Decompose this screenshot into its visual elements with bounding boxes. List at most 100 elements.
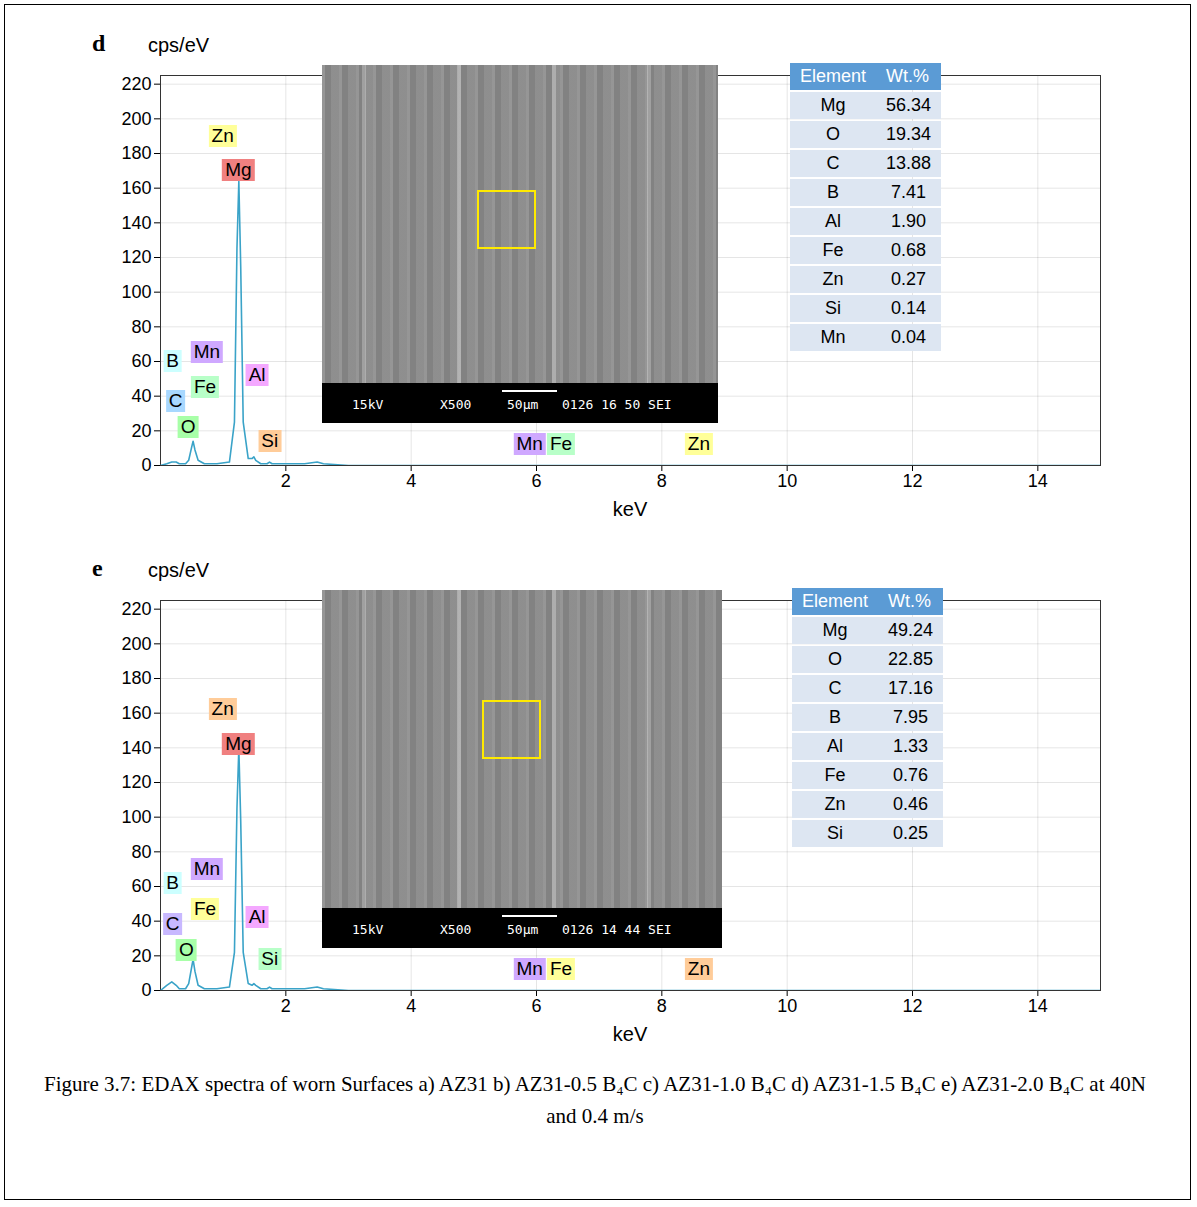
- svg-text:120: 120: [121, 772, 151, 792]
- html-text:Fe: Fe: [824, 765, 846, 785]
- svg-text:14: 14: [1028, 471, 1048, 491]
- html-text:Mn: Mn: [193, 857, 221, 879]
- html-text:Zn: Zn: [211, 124, 234, 146]
- html-text:Wt.%: Wt.%: [886, 66, 929, 86]
- html-text:Si: Si: [827, 823, 843, 843]
- html-text:Zn: Zn: [211, 698, 234, 720]
- html-text:Mg: Mg: [820, 95, 846, 115]
- html-text:Al: Al: [825, 211, 841, 231]
- html-text:Mg: Mg: [822, 620, 848, 640]
- svg-text:4: 4: [406, 471, 416, 491]
- html-text:56.34: 56.34: [886, 95, 932, 115]
- svg-text:12: 12: [902, 471, 922, 491]
- svg-text:10: 10: [777, 471, 797, 491]
- html-text:13.88: 13.88: [886, 153, 932, 173]
- svg-text:20: 20: [131, 946, 151, 966]
- svg-text:80: 80: [131, 842, 151, 862]
- html-text:O: O: [180, 415, 196, 437]
- html-text:49.24: 49.24: [888, 620, 934, 640]
- svg-text:180: 180: [121, 143, 151, 163]
- html-text:Mn Fe: Mn Fe: [516, 433, 573, 455]
- html-text:1.90: 1.90: [891, 211, 927, 231]
- html-text:Mn Fe: Mn Fe: [516, 958, 573, 980]
- svg-text:4: 4: [406, 996, 416, 1016]
- svg-text:8: 8: [657, 471, 667, 491]
- svg-text:10: 10: [777, 996, 797, 1016]
- html-text:7.41: 7.41: [891, 182, 927, 202]
- html-text:0.14: 0.14: [891, 298, 927, 318]
- svg-text:220: 220: [121, 599, 151, 619]
- html-text:Figure 3.7: EDAX spectra of wo: Figure 3.7: EDAX spectra of worn Surface…: [44, 1072, 1146, 1128]
- svg-text:0: 0: [141, 980, 151, 1000]
- html-text:Si: Si: [261, 947, 279, 969]
- svg-text:20: 20: [131, 421, 151, 441]
- html-text:0.68: 0.68: [891, 240, 927, 260]
- html-text:Al: Al: [248, 363, 266, 385]
- html-text:Si: Si: [261, 429, 279, 451]
- svg-text:120: 120: [121, 247, 151, 267]
- html-text:Fe: Fe: [194, 897, 217, 919]
- html-text:Element: Element: [800, 66, 866, 86]
- svg-text:180: 180: [121, 668, 151, 688]
- svg-text:2: 2: [281, 996, 291, 1016]
- html-text:C: C: [168, 389, 183, 411]
- svg-text:14: 14: [1028, 996, 1048, 1016]
- svg-text:6: 6: [531, 471, 541, 491]
- svg-text:40: 40: [131, 911, 151, 931]
- html-text:1.33: 1.33: [893, 736, 929, 756]
- svg-text:200: 200: [121, 109, 151, 129]
- html-text:7.95: 7.95: [893, 707, 929, 727]
- svg-text:60: 60: [131, 351, 151, 371]
- html-text:22.85: 22.85: [888, 649, 934, 669]
- html-text:Mg: Mg: [225, 732, 252, 754]
- html-text:0.76: 0.76: [893, 765, 929, 785]
- html-text:15kV: 15kV: [352, 397, 384, 412]
- html-text:X500: X500: [440, 922, 472, 937]
- html-text:O: O: [178, 939, 194, 961]
- html-text:Mn: Mn: [820, 327, 846, 347]
- svg-text:2: 2: [281, 471, 291, 491]
- svg-text:160: 160: [121, 178, 151, 198]
- svg-text:12: 12: [902, 996, 922, 1016]
- html-text:keV: keV: [612, 1023, 648, 1045]
- html-text:cps/eV: cps/eV: [148, 34, 210, 56]
- html-text:Fe: Fe: [822, 240, 844, 260]
- html-text:Mn: Mn: [193, 341, 221, 363]
- svg-text:6: 6: [531, 996, 541, 1016]
- html-text:Zn: Zn: [822, 269, 844, 289]
- html-text:15kV: 15kV: [352, 922, 384, 937]
- html-text:Al: Al: [248, 906, 266, 928]
- html-text:Al: Al: [827, 736, 843, 756]
- html-text:17.16: 17.16: [888, 678, 934, 698]
- svg-text:0: 0: [141, 455, 151, 475]
- html-text:0.27: 0.27: [891, 269, 927, 289]
- html-text:0.46: 0.46: [893, 794, 929, 814]
- svg-text:40: 40: [131, 386, 151, 406]
- html-text:Zn: Zn: [824, 794, 846, 814]
- svg-text:60: 60: [131, 876, 151, 896]
- html-text:Si: Si: [825, 298, 841, 318]
- html-text:0.04: 0.04: [891, 327, 927, 347]
- html-text:Mg: Mg: [225, 159, 252, 181]
- html-text:Zn: Zn: [687, 958, 710, 980]
- svg-text:100: 100: [121, 282, 151, 302]
- svg-text:8: 8: [657, 996, 667, 1016]
- html-text:X500: X500: [440, 397, 472, 412]
- html-text:cps/eV: cps/eV: [148, 559, 210, 581]
- svg-text:140: 140: [121, 738, 151, 758]
- html-text:Fe: Fe: [194, 376, 217, 397]
- svg-text:100: 100: [121, 807, 151, 827]
- svg-text:80: 80: [131, 317, 151, 337]
- html-text:0.25: 0.25: [893, 823, 929, 843]
- html-text:keV: keV: [612, 498, 648, 520]
- html-text:50μm: 50μm: [507, 397, 539, 412]
- svg-text:220: 220: [121, 74, 151, 94]
- html-text:0126 16 50 SEI: 0126 16 50 SEI: [562, 397, 672, 412]
- html-text:Element: Element: [802, 591, 868, 611]
- svg-text:160: 160: [121, 703, 151, 723]
- html-text:Zn: Zn: [687, 433, 710, 455]
- svg-text:140: 140: [121, 213, 151, 233]
- html-text:Wt.%: Wt.%: [888, 591, 931, 611]
- svg-text:200: 200: [121, 634, 151, 654]
- html-text:19.34: 19.34: [886, 124, 932, 144]
